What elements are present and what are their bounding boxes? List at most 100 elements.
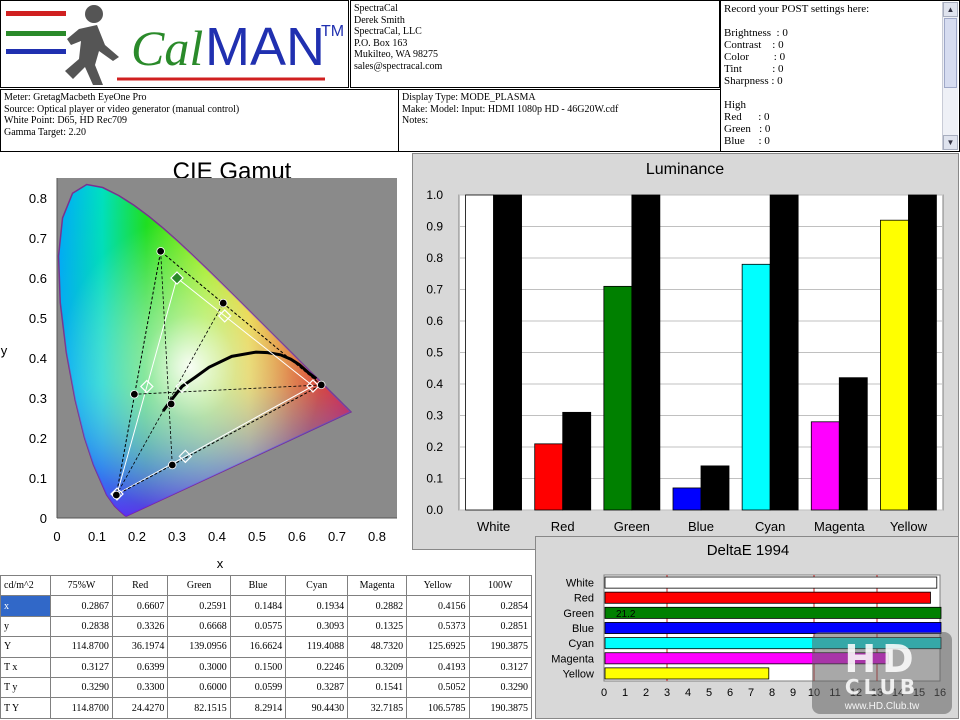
table-row[interactable]: T Y 114.8700 24.4270 82.1515 8.2914 90.4430 32… [0, 697, 533, 719]
table-cell: 48.7320 [347, 636, 408, 658]
scroll-up-icon[interactable]: ▲ [943, 2, 958, 17]
y-tick-label: 0.8 [29, 191, 47, 206]
chart-title: DeltaE 1994 [707, 542, 790, 559]
table-header: Yellow [406, 574, 470, 597]
table-cell: 0.6000 [167, 676, 231, 699]
bar-deltae-yellow [604, 667, 770, 680]
bar-measured-white [465, 194, 494, 511]
row-header-cell[interactable]: T x [0, 656, 51, 678]
table-cell: 0.3209 [347, 656, 408, 678]
row-header-cell[interactable]: T Y [0, 697, 51, 719]
x-tick-label: White [477, 519, 510, 534]
table-cell: 0.3127 [50, 656, 113, 678]
x-tick-label: 0.1 [88, 529, 106, 544]
y-axis-label: y [1, 343, 8, 358]
y-tick-label: 0.9 [426, 220, 443, 234]
row-header-cell[interactable]: Y [0, 636, 51, 658]
measured-point-white [166, 399, 176, 409]
bar-target-blue [700, 465, 730, 511]
y-tick-label: Cyan [568, 638, 594, 650]
contact-line: Mukilteo, WA 98275 [354, 49, 438, 60]
bar-measured-cyan [741, 263, 771, 511]
watermark-club: CLUB [845, 675, 919, 699]
y-tick-label: 0.3 [426, 409, 443, 423]
measured-secondary-line [160, 251, 173, 466]
display-type-line: Display Type: MODE_PLASMA [402, 92, 536, 103]
bar-measured-yellow [880, 219, 909, 511]
x-tick-label: 7 [748, 687, 754, 699]
gamma-line: Gamma Target: 2.20 [4, 126, 86, 138]
scroll-down-icon[interactable]: ▼ [943, 135, 958, 150]
y-tick-label: 0.6 [426, 314, 443, 328]
x-tick-label: 2 [643, 687, 649, 699]
x-tick-label: 9 [790, 687, 796, 699]
table-row[interactable]: T x 0.3127 0.6399 0.3000 0.1500 0.2246 0.3209 0… [0, 656, 533, 678]
y-tick-label: 0.8 [426, 251, 443, 265]
table-header: cd/m^2 [0, 574, 51, 597]
table-cell: 36.1974 [111, 636, 169, 658]
settings-line [724, 87, 939, 99]
y-tick-label: 0.6 [29, 271, 47, 286]
x-tick-label: Yellow [890, 519, 928, 534]
settings-line: Blue : 0 [724, 135, 770, 147]
bar-measured-magenta [810, 421, 840, 511]
scroll-thumb[interactable] [944, 18, 957, 88]
contact-line: SpectraCal, LLC [354, 26, 422, 37]
x-tick-label: Cyan [755, 519, 785, 534]
table-cell: 0.2246 [285, 656, 349, 678]
table-row[interactable]: T y 0.3290 0.3300 0.6000 0.0599 0.3287 0.1541 0… [0, 676, 533, 699]
settings-scrollbar[interactable]: ▲ ▼ [942, 2, 958, 150]
table-cell: 0.2854 [468, 595, 533, 617]
table-row[interactable]: y 0.2838 0.3326 0.6668 0.0575 0.3093 0.1325 0.5… [0, 615, 533, 638]
y-tick-label: 0 [40, 511, 47, 526]
settings-line: Red : 0 [724, 111, 770, 123]
logo-green-stripe [6, 31, 66, 36]
post-settings-box[interactable]: Record your POST settings here: Brightne… [720, 0, 960, 152]
row-header-cell[interactable]: x [0, 595, 51, 617]
target-point-red [306, 379, 320, 393]
settings-line: Contrast : 0 [724, 39, 784, 51]
table-cell: 0.2838 [50, 615, 113, 638]
y-tick-label: 0.5 [29, 311, 47, 326]
y-tick-label: 1.0 [426, 188, 443, 202]
x-tick-label: 0 [53, 529, 60, 544]
y-tick-label: 0.7 [426, 283, 443, 297]
x-tick-label: 0.4 [208, 529, 226, 544]
make-model-line: Make: Model: Input: HDMI 1080p HD - 46G2… [402, 103, 619, 115]
table-cell: 114.8700 [50, 697, 113, 719]
row-header-cell[interactable]: T y [0, 676, 51, 699]
table-header: 75%W [50, 574, 113, 597]
table-cell: 125.6925 [406, 636, 470, 658]
y-tick-label: White [566, 578, 594, 590]
measured-gamut-triangle [115, 250, 323, 496]
hdclub-watermark: HD CLUB www.HD.Club.tw [812, 632, 952, 714]
cie-plot-area: 0 0.1 0.2 0.3 0.4 0.5 0.6 0.7 0.8 0 0.1 0.2 0.3 0.4 0.… [29, 178, 397, 544]
settings-line: Green : 0 [724, 123, 771, 135]
table-row[interactable]: Y 114.8700 36.1974 139.0956 16.6624 119.4088 4… [0, 636, 533, 658]
notes-line: Notes: [402, 115, 429, 126]
row-header-cell[interactable]: y [0, 615, 51, 638]
bar-target-green [631, 194, 661, 511]
table-cell: 0.1500 [229, 656, 287, 678]
settings-title: Record your POST settings here: [724, 3, 870, 15]
table-row[interactable]: x 0.2867 0.6607 0.2591 0.1484 0.1934 0.2882 0.4… [0, 595, 533, 617]
table-cell: 0.6399 [111, 656, 169, 678]
table-cell: 0.3127 [468, 656, 533, 678]
x-tick-label: 6 [727, 687, 733, 699]
table-cell: 0.2851 [468, 615, 533, 638]
table-header: Cyan [285, 574, 349, 597]
table-cell: 0.1934 [285, 595, 349, 617]
bar-target-red [562, 411, 592, 511]
table-cell: 0.3300 [111, 676, 169, 699]
running-man-icon [65, 5, 119, 85]
logo-blue-stripe [6, 49, 66, 54]
measurement-table: cd/m^2 75%W Red Green Blue Cyan Magenta … [0, 574, 533, 719]
table-cell: 139.0956 [167, 636, 231, 658]
x-tick-label: 8 [769, 687, 775, 699]
bar-deltae-red [604, 591, 931, 604]
table-cell: 190.3875 [468, 697, 533, 719]
bar-measured-green [603, 285, 633, 511]
table-header: Red [111, 574, 169, 597]
contact-line: sales@spectracal.com [354, 60, 443, 72]
blackbody-curve [161, 350, 318, 412]
